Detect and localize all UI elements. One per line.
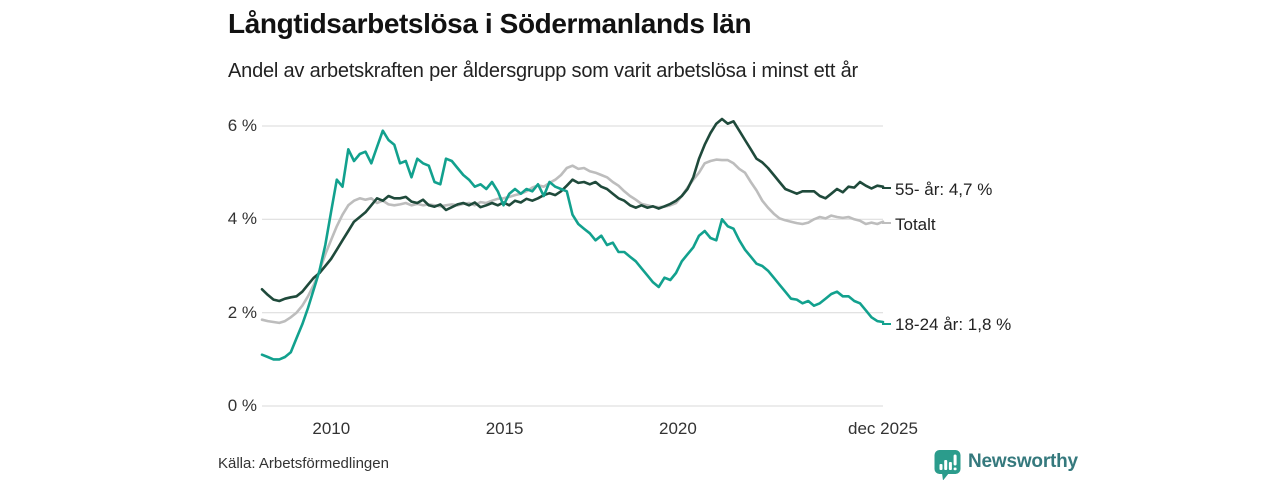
series-label-totalt: Totalt bbox=[882, 215, 936, 235]
series-leader-dash bbox=[882, 187, 891, 190]
source-note: Källa: Arbetsförmedlingen bbox=[218, 455, 389, 472]
series-label-text: 55- år: 4,7 % bbox=[895, 179, 993, 199]
series-label-text: Totalt bbox=[895, 214, 936, 234]
x-axis-tick-label: 2015 bbox=[485, 419, 524, 438]
newsworthy-wordmark: Newsworthy bbox=[968, 451, 1078, 472]
series-leader-dash bbox=[882, 222, 891, 225]
y-axis-tick-label: 6 % bbox=[227, 116, 257, 135]
y-axis-tick-label: 4 % bbox=[227, 209, 257, 229]
line-18-24 år bbox=[260, 129, 885, 361]
newsworthy-branding: Newsworthy bbox=[934, 449, 1078, 480]
gridlines bbox=[262, 125, 883, 407]
series-leader-dash bbox=[882, 322, 891, 325]
y-axis-tick-label: 0 % bbox=[227, 396, 257, 416]
y-axis-tick-label: 2 % bbox=[227, 302, 257, 322]
chart-title: Långtidsarbetslösa i Södermanlands län bbox=[228, 8, 752, 39]
series-label-18-24: 18-24 år: 1,8 % bbox=[882, 315, 1011, 335]
data-lines bbox=[260, 117, 885, 361]
x-axis-tick-label: dec 2025 bbox=[848, 419, 918, 438]
series-label-text: 18-24 år: 1,8 % bbox=[895, 315, 1012, 334]
line-55- år bbox=[260, 117, 885, 303]
x-axis-tick-label: 2010 bbox=[312, 419, 351, 438]
line-chart-plot bbox=[260, 117, 885, 407]
bar-chart-speech-bubble-icon bbox=[934, 450, 961, 480]
x-axis-tick-label: 2020 bbox=[659, 419, 697, 438]
series-label-55-plus: 55- år: 4,7 % bbox=[882, 180, 992, 200]
chart-subtitle: Andel av arbetskraften per åldersgrupp s… bbox=[228, 60, 858, 82]
line-Totalt bbox=[260, 158, 885, 325]
